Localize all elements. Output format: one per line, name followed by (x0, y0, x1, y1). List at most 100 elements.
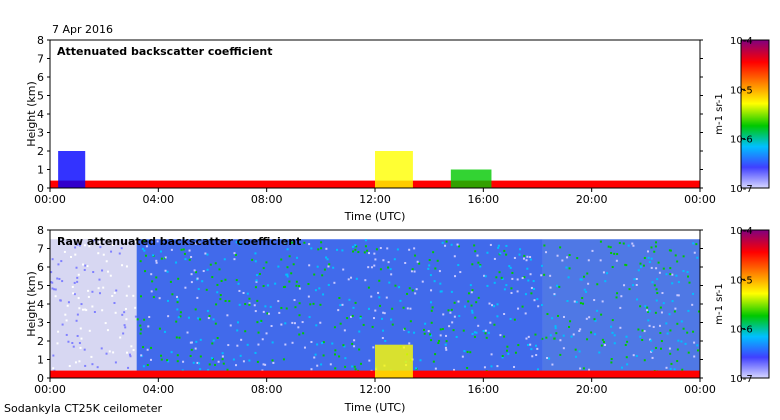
noise-speckle (610, 361, 613, 364)
x-tick-label: 20:00 (576, 193, 608, 206)
noise-speckle (653, 250, 656, 253)
noise-speckle (385, 296, 388, 299)
noise-speckle (655, 346, 658, 349)
noise-speckle (655, 241, 658, 244)
noise-speckle (615, 259, 618, 262)
noise-speckle (681, 368, 684, 371)
noise-speckle (71, 285, 74, 288)
noise-speckle (264, 305, 267, 308)
noise-speckle (284, 285, 287, 288)
noise-speckle (411, 268, 414, 271)
noise-speckle (212, 339, 215, 342)
noise-speckle (194, 308, 197, 311)
noise-speckle (439, 334, 442, 337)
x-tick-label: 20:00 (576, 383, 608, 396)
noise-speckle (166, 359, 169, 362)
noise-speckle (441, 241, 444, 244)
noise-speckle (493, 257, 496, 260)
noise-speckle (471, 263, 474, 266)
noise-speckle (204, 252, 207, 255)
noise-speckle (583, 288, 586, 291)
noise-speckle (107, 270, 110, 273)
noise-speckle (320, 363, 323, 366)
noise-speckle (590, 331, 593, 334)
noise-speckle (362, 323, 365, 326)
noise-speckle (226, 314, 229, 317)
noise-speckle (533, 299, 536, 302)
noise-speckle (531, 355, 534, 358)
noise-speckle (621, 366, 624, 369)
noise-speckle (322, 341, 325, 344)
noise-speckle (568, 254, 571, 257)
noise-speckle (206, 309, 209, 312)
noise-speckle (658, 324, 661, 327)
noise-speckle (105, 260, 108, 263)
noise-speckle (366, 249, 369, 252)
x-tick-label: 16:00 (467, 383, 499, 396)
noise-speckle (599, 259, 602, 262)
noise-speckle (141, 247, 144, 250)
noise-speckle (611, 331, 614, 334)
noise-speckle (190, 255, 193, 258)
noise-speckle (607, 245, 610, 248)
noise-speckle (473, 244, 476, 247)
noise-speckle (112, 243, 115, 246)
noise-speckle (164, 269, 167, 272)
noise-speckle (406, 292, 409, 295)
noise-speckle (457, 264, 460, 267)
noise-speckle (100, 347, 103, 350)
panel-raw: Raw attenuated backscatter coefficient 0… (25, 224, 770, 414)
noise-speckle (291, 321, 294, 324)
noise-speckle (549, 286, 552, 289)
noise-speckle (160, 257, 163, 260)
noise-speckle (649, 339, 652, 342)
noise-speckle (211, 358, 214, 361)
noise-speckle (525, 337, 528, 340)
noise-speckle (476, 254, 479, 257)
noise-speckle (429, 333, 432, 336)
noise-speckle (483, 274, 486, 277)
noise-speckle (414, 254, 417, 257)
noise-speckle (578, 350, 581, 353)
noise-speckle (159, 250, 162, 253)
noise-speckle (570, 335, 573, 338)
noise-speckle (643, 330, 646, 333)
noise-speckle (145, 245, 148, 248)
noise-speckle (568, 267, 571, 270)
noise-speckle (489, 243, 492, 246)
noise-speckle (342, 268, 345, 271)
heatmap-region (50, 239, 137, 378)
colorbar-tick-label: 10-7 (730, 184, 753, 195)
noise-speckle (333, 281, 336, 284)
noise-speckle (536, 347, 539, 350)
noise-speckle (427, 267, 430, 270)
noise-speckle (526, 267, 529, 270)
noise-speckle (258, 272, 261, 275)
noise-speckle (147, 325, 150, 328)
noise-speckle (428, 259, 431, 262)
noise-speckle (387, 266, 390, 269)
noise-speckle (444, 346, 447, 349)
noise-speckle (517, 307, 520, 310)
noise-speckle (635, 278, 638, 281)
noise-speckle (59, 299, 62, 302)
noise-speckle (80, 337, 83, 340)
noise-speckle (651, 349, 654, 352)
noise-speckle (54, 295, 57, 298)
noise-speckle (149, 358, 152, 361)
x-axis-label: Time (UTC) (344, 401, 406, 414)
noise-speckle (416, 260, 419, 263)
noise-speckle (456, 243, 459, 246)
noise-speckle (470, 291, 473, 294)
noise-speckle (244, 303, 247, 306)
noise-speckle (338, 296, 341, 299)
noise-speckle (76, 276, 79, 279)
noise-speckle (234, 253, 237, 256)
noise-speckle (477, 296, 480, 299)
noise-speckle (408, 342, 411, 345)
noise-speckle (677, 281, 680, 284)
noise-speckle (464, 305, 467, 308)
noise-speckle (92, 271, 95, 274)
noise-speckle (164, 256, 167, 259)
noise-speckle (358, 330, 361, 333)
